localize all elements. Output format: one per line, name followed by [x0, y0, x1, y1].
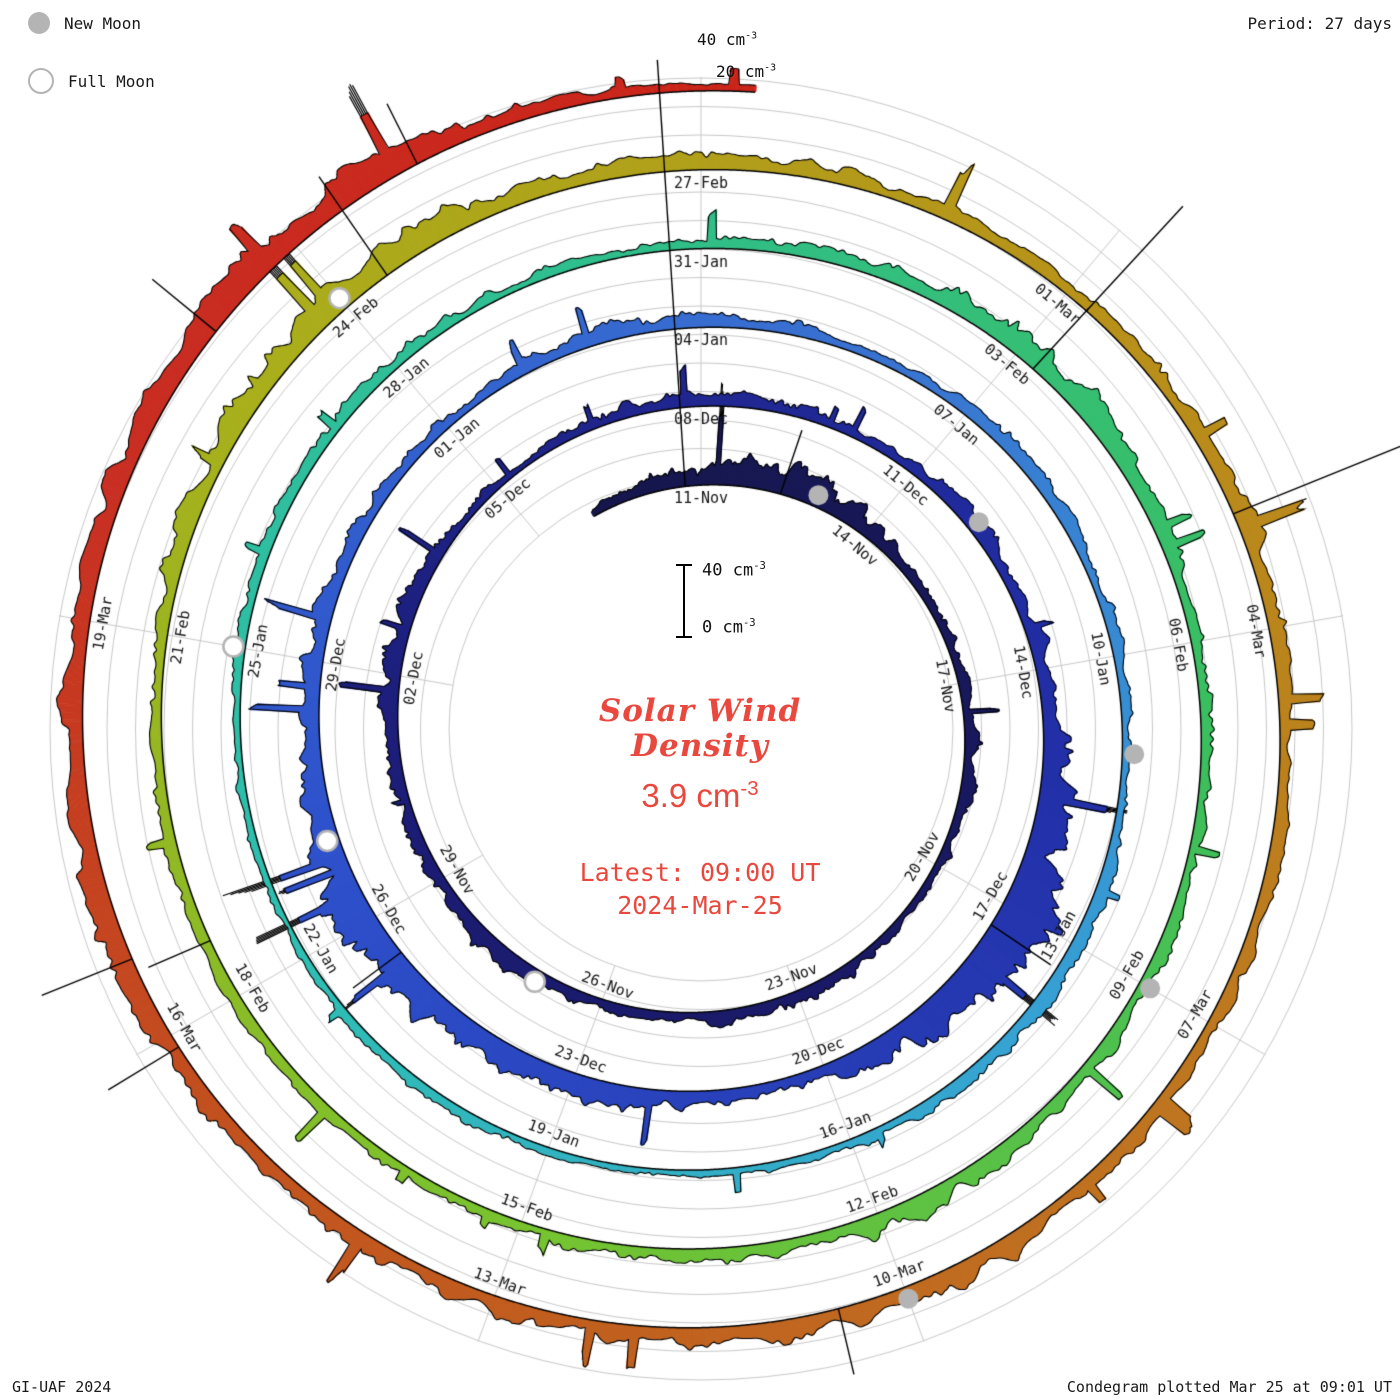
full-moon-label: Full Moon	[68, 71, 155, 91]
scale-bar-max-label: 40 cm-3	[702, 560, 766, 581]
plotted-timestamp: Condegram plotted Mar 25 at 09:01 UT	[1066, 1378, 1392, 1396]
new-moon-label: New Moon	[64, 13, 142, 33]
scale-bar-min-label: 0 cm-3	[702, 617, 756, 638]
period-label: Period: 27 days	[1247, 14, 1393, 33]
scale-bar-icon	[676, 564, 692, 638]
full-moon-icon	[28, 68, 54, 94]
legend-full-moon: Full Moon	[28, 68, 155, 94]
radial-scale-40-label: 40 cm-3	[697, 30, 758, 49]
credit-label: GI-UAF 2024	[12, 1378, 112, 1396]
radial-scale-20-label: 20 cm-3	[716, 62, 777, 81]
legend-new-moon: New Moon	[28, 12, 141, 34]
new-moon-icon	[28, 12, 50, 34]
density-scale-bar: 40 cm-3 0 cm-3	[676, 560, 766, 638]
